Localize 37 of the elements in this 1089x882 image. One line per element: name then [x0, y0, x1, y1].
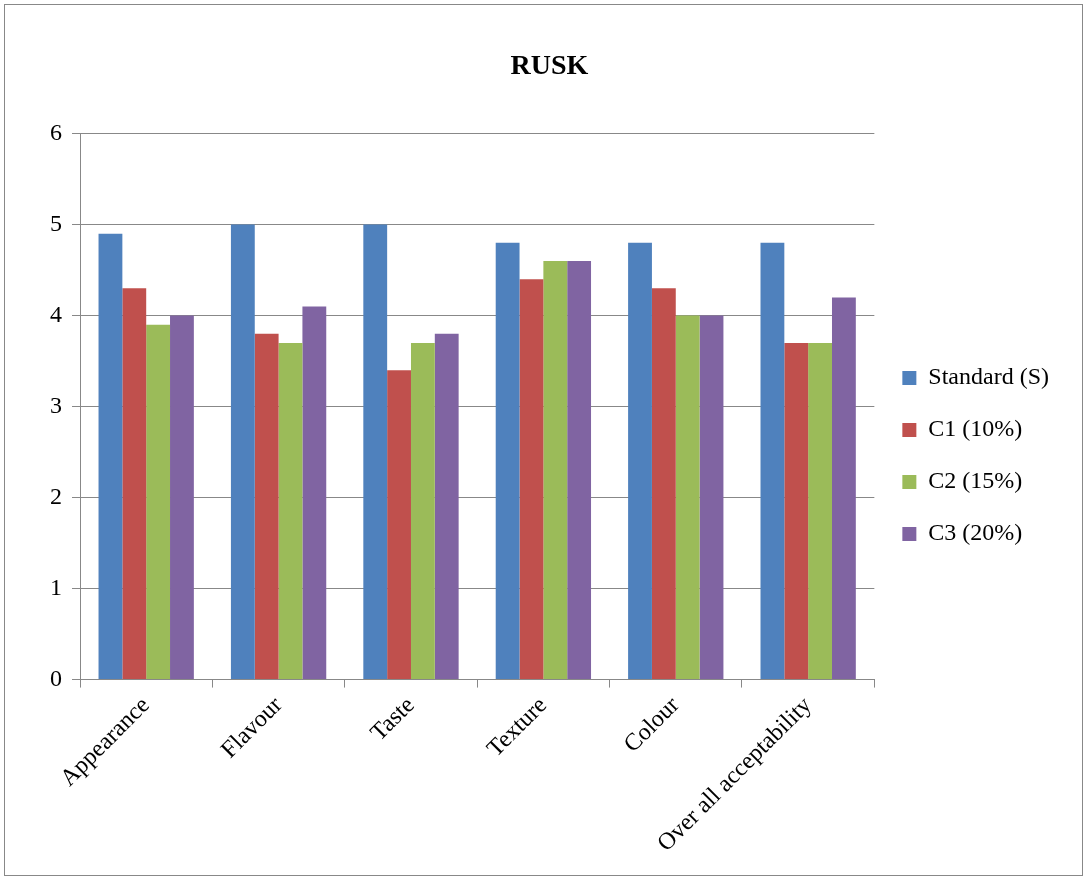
- bar: [410, 342, 435, 680]
- bar: [363, 224, 388, 680]
- legend-label: C2 (15%): [928, 467, 1023, 494]
- bar: [434, 333, 459, 680]
- bar: [760, 242, 785, 680]
- bar: [387, 370, 411, 680]
- bar: [699, 315, 724, 680]
- bar: [278, 342, 303, 680]
- y-tick-label: 2: [50, 482, 62, 509]
- bar: [543, 260, 568, 680]
- bar: [98, 233, 123, 680]
- bar: [254, 333, 279, 680]
- y-tick-label: 5: [50, 209, 62, 236]
- legend-label: Standard (S): [928, 363, 1050, 390]
- bar: [495, 242, 520, 680]
- y-tick-label: 3: [50, 391, 62, 418]
- legend-label: C1 (10%): [928, 415, 1023, 442]
- y-tick-label: 1: [50, 573, 62, 600]
- legend-label: C3 (20%): [928, 519, 1023, 546]
- x-tick-label: Taste: [365, 691, 419, 746]
- bar: [519, 279, 544, 680]
- bar: [567, 260, 592, 680]
- bar: [302, 306, 327, 680]
- chart-title: RUSK: [510, 49, 589, 81]
- bar: [146, 324, 171, 680]
- y-tick-label: 4: [50, 300, 62, 327]
- bar: [651, 288, 676, 680]
- y-tick-label: 6: [50, 118, 62, 145]
- bar: [784, 342, 809, 680]
- bar: [230, 224, 255, 680]
- bar: [675, 315, 700, 680]
- bar: [808, 342, 832, 680]
- bar: [122, 288, 147, 680]
- bar: [170, 315, 194, 680]
- bar: [628, 242, 652, 680]
- bar: [831, 297, 856, 680]
- y-tick-label: 0: [50, 664, 62, 691]
